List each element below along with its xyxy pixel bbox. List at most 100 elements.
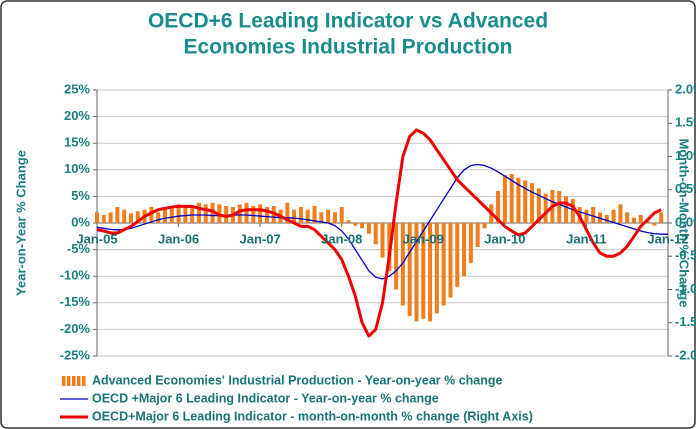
bar — [407, 223, 412, 317]
bar — [570, 199, 575, 223]
bar — [339, 207, 344, 223]
bar — [591, 207, 596, 223]
legend-swatch — [82, 376, 86, 386]
y2-tick-label: 1.5% — [675, 115, 696, 130]
y-tick-label: 5% — [71, 188, 90, 203]
y2-tick-label: 0.5% — [675, 181, 696, 196]
chart-title: OECD+6 Leading Indicator vs Advanced — [148, 10, 548, 33]
bar — [176, 204, 181, 223]
y-tick-label: 10% — [64, 161, 90, 176]
bar — [557, 191, 562, 223]
chart-title: Economies Industrial Production — [183, 36, 512, 59]
bar — [332, 212, 337, 223]
bar — [319, 212, 324, 223]
bar — [135, 211, 140, 223]
bar — [162, 208, 167, 223]
bar — [312, 205, 317, 223]
bar — [353, 223, 358, 226]
legend-label: OECD+Major 6 Leading Indicator - month-o… — [92, 409, 533, 423]
bar — [244, 202, 249, 223]
bar — [632, 217, 637, 223]
bar — [366, 223, 371, 234]
y2-tick-label: 1.0% — [675, 148, 696, 163]
bar — [625, 212, 630, 223]
bar — [584, 209, 589, 223]
bar — [502, 175, 507, 223]
legend-label: Advanced Economies' Industrial Productio… — [92, 373, 503, 387]
y-tick-label: -25% — [60, 347, 91, 362]
bar — [122, 209, 127, 223]
y-tick-label: -20% — [60, 321, 91, 336]
bar — [128, 213, 133, 223]
bar — [149, 207, 154, 223]
bar — [604, 215, 609, 223]
legend-swatch — [62, 376, 66, 386]
bar — [285, 202, 290, 223]
y2-axis-title: Month-on-Month % Change — [677, 139, 692, 308]
x-tick-label: Jan-09 — [403, 231, 444, 246]
bar — [400, 223, 405, 306]
bar — [292, 209, 297, 223]
bar — [196, 202, 201, 223]
bar — [224, 205, 229, 223]
bar — [536, 188, 541, 223]
bar — [326, 209, 331, 223]
bar — [455, 223, 460, 287]
bar — [618, 204, 623, 223]
bar — [414, 223, 419, 322]
bar — [509, 174, 514, 223]
bar — [638, 215, 643, 223]
bar — [516, 177, 521, 223]
bar — [305, 209, 310, 223]
bar — [475, 223, 480, 247]
bar — [482, 223, 487, 229]
legend-label: OECD +Major 6 Leading Indicator - Year-o… — [92, 391, 439, 405]
bar — [564, 196, 569, 223]
bar — [434, 223, 439, 314]
bar — [373, 223, 378, 245]
bar — [264, 207, 269, 223]
bar — [462, 223, 467, 277]
x-tick-label: Jan-11 — [566, 231, 606, 246]
y2-tick-label: -1.0% — [675, 281, 696, 296]
bar — [258, 204, 263, 223]
y2-tick-label: -1.5% — [675, 314, 696, 329]
x-tick-label: Jan-08 — [321, 231, 362, 246]
bar — [346, 220, 351, 223]
y-tick-label: 0% — [71, 214, 90, 229]
bar — [421, 223, 426, 319]
legend-swatch — [77, 376, 81, 386]
legend-swatch — [67, 376, 71, 386]
bar — [251, 205, 256, 223]
bar — [210, 202, 215, 223]
bar — [448, 223, 453, 298]
bar — [523, 180, 528, 223]
bar — [108, 212, 113, 223]
x-tick-label: Jan-12 — [647, 231, 688, 246]
y2-tick-label: 0.0% — [675, 214, 696, 229]
y2-tick-label: -0.5% — [675, 248, 696, 263]
x-tick-label: Jan-05 — [76, 231, 117, 246]
bar — [360, 223, 365, 229]
bar — [394, 223, 399, 290]
bar — [468, 223, 473, 263]
y-tick-label: 20% — [64, 108, 90, 123]
x-tick-label: Jan-07 — [240, 231, 281, 246]
bar — [652, 223, 657, 226]
bar — [380, 223, 385, 258]
bar — [441, 223, 446, 306]
y2-tick-label: -2.0% — [675, 347, 696, 362]
bar — [101, 215, 106, 223]
bar — [95, 212, 99, 223]
bar — [156, 212, 161, 223]
bar — [428, 223, 433, 322]
legend-swatch — [72, 376, 76, 386]
bar — [115, 207, 120, 223]
bar — [611, 209, 616, 223]
y-tick-label: -10% — [60, 268, 91, 283]
bar — [496, 191, 501, 223]
bar — [543, 193, 548, 223]
y-tick-label: 25% — [64, 81, 90, 96]
bar — [659, 212, 664, 223]
